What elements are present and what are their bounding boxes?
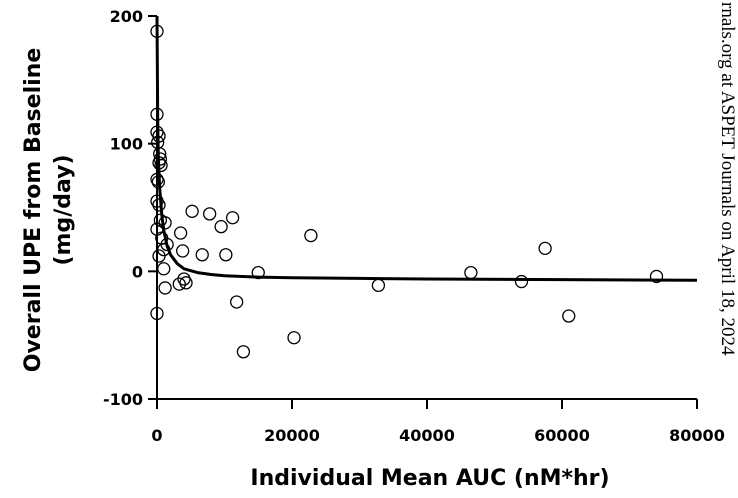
data-point [304,228,318,243]
data-point [152,198,166,212]
data-point [562,309,576,323]
data-point [236,345,251,359]
data-point [185,204,199,218]
data-point [151,175,166,189]
data-point [150,24,164,38]
data-point [371,278,386,293]
x-tick-label: 0 [151,426,162,445]
y-axis-title-line2: (mg/day) [51,154,76,265]
fit-curve [155,15,698,282]
data-point [158,216,172,230]
data-point [219,248,233,262]
y-axis-title-line1: Overall UPE from Baseline [21,48,46,373]
data-point [150,306,164,321]
data-point [538,241,552,256]
watermark-text: rnals.org at ASPET Journals on April 18,… [717,2,738,356]
data-point [150,107,164,121]
x-tick-label: 40000 [399,426,455,445]
y-tick-label: -100 [103,390,143,409]
data-point [287,331,301,345]
data-point [158,281,172,295]
data-point [649,269,664,284]
x-ticks: 0 20000 40000 60000 80000 [151,399,725,445]
y-tick-label: 100 [110,135,143,154]
y-tick-label: 200 [110,7,143,26]
data-point [225,211,240,225]
data-point [179,276,193,290]
x-tick-label: 80000 [669,426,725,445]
data-point [154,158,168,173]
data-point [172,277,186,291]
data-point [150,172,164,187]
data-point [229,295,244,309]
data-point [152,156,166,170]
data-point [464,265,478,280]
data-point [514,274,529,289]
y-axis-title-group: Overall UPE from Baseline (mg/day) [21,48,76,373]
data-points [150,24,664,359]
data-point [251,265,265,280]
data-point [175,244,190,258]
data-point [152,129,166,143]
data-point [173,226,188,240]
data-point [152,249,166,263]
data-point [202,207,217,221]
axes [156,16,697,400]
x-tick-label: 60000 [534,426,590,445]
data-point [195,248,209,262]
y-tick-label: 0 [132,262,143,281]
data-point [214,219,228,234]
y-ticks: -100 0 100 200 [103,7,157,409]
x-tick-label: 20000 [264,426,320,445]
fit-curve-group [155,15,698,282]
x-axis-title: Individual Mean AUC (nM*hr) [250,466,609,491]
data-point [157,262,171,276]
